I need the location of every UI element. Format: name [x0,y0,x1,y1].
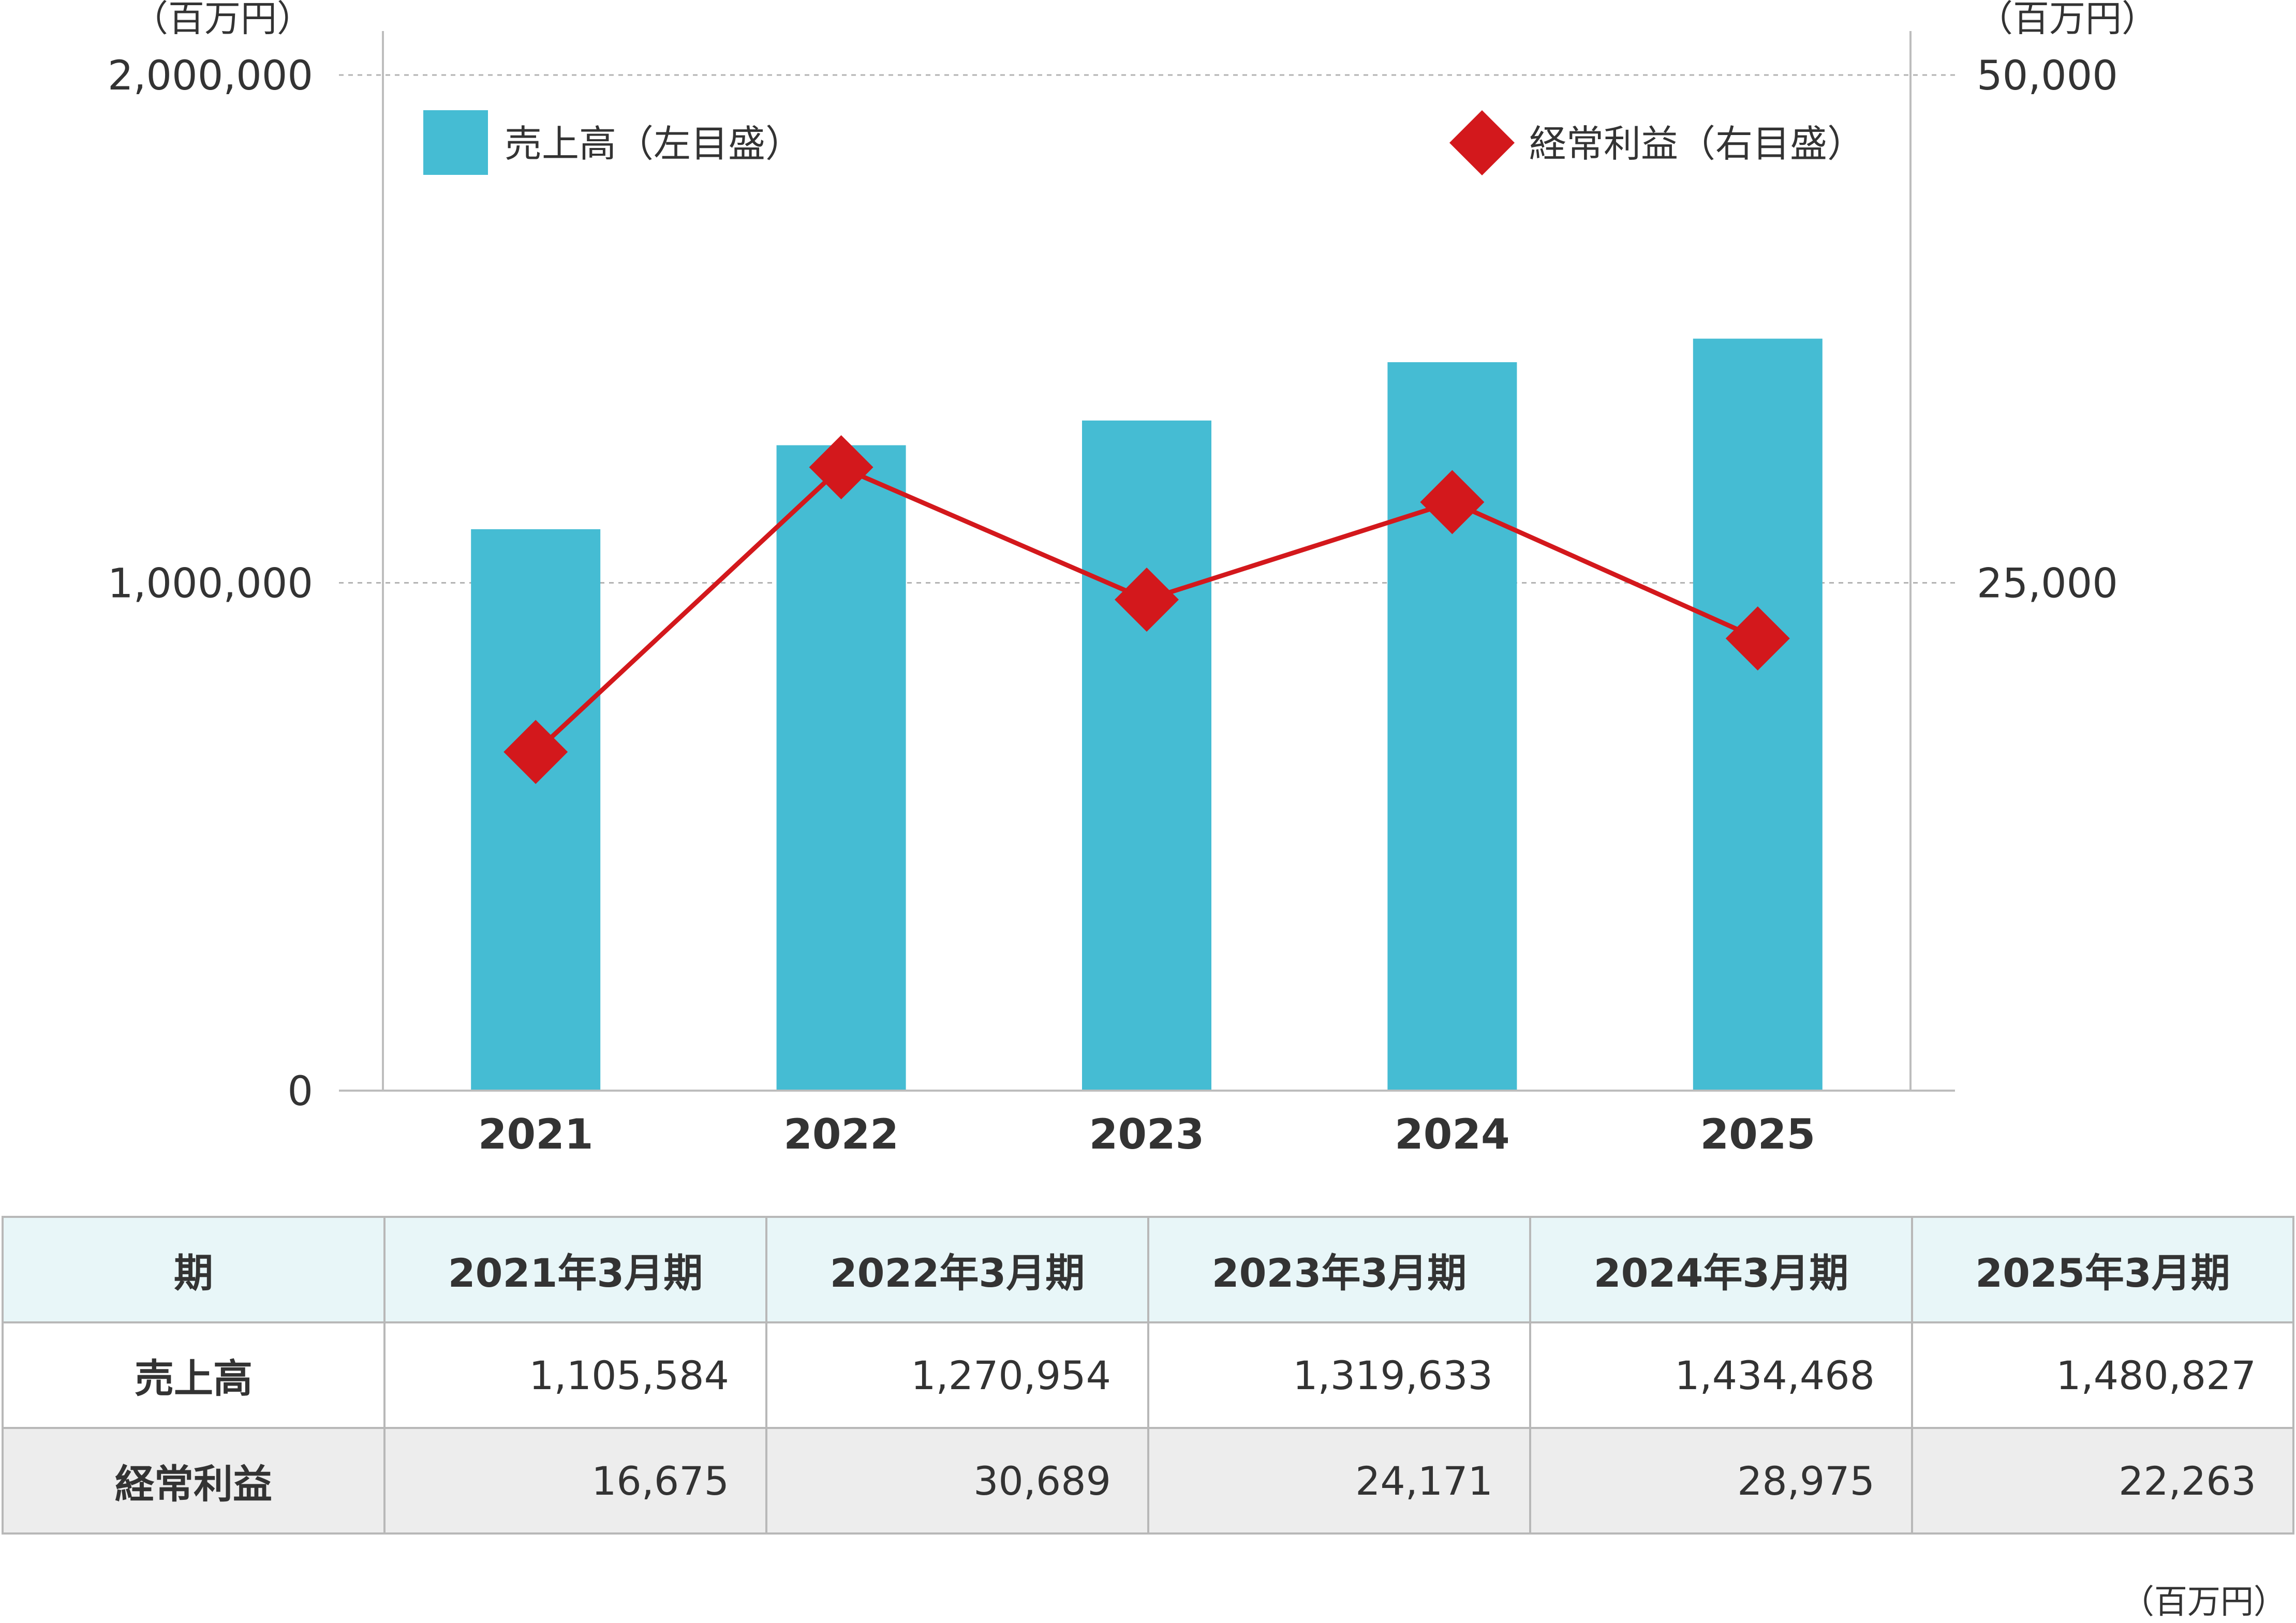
table-row-profit: 経常利益 16,675 30,689 24,171 28,975 22,263 [2,1427,2294,1535]
legend-sales: 売上高（左目盛） [423,110,803,175]
legend-profit: 経常利益（右目盛） [1449,110,1864,175]
cell-sales-2021: 1,105,584 [383,1321,767,1429]
combo-chart: 0 1,000,000 2,000,000 25,000 50,000 2021 2022 2… [108,0,2158,1158]
profit-point [1420,470,1485,534]
cell-sales-2022: 1,270,954 [765,1321,1149,1429]
x-tick-label: 2025 [1700,1110,1815,1158]
table-unit-note: （百万円） [2121,1583,2287,1621]
right-tick-label: 25,000 [1977,561,2118,607]
header-2023: 2023年3月期 [1147,1216,1531,1323]
profit-line-group [503,435,1790,784]
profit-point [503,720,568,784]
sales-bar [471,529,601,1091]
left-tick-label: 2,000,000 [108,53,313,99]
right-axis-unit: （百万円） [1977,0,2158,40]
x-tick-label: 2023 [1089,1110,1205,1158]
cell-sales-2025: 1,480,827 [1911,1321,2294,1429]
legend-profit-label: 経常利益（右目盛） [1529,122,1864,166]
header-2022: 2022年3月期 [765,1216,1149,1323]
cell-profit-2021: 16,675 [383,1427,767,1535]
cell-sales-2023: 1,319,633 [1147,1321,1531,1429]
table-row-sales: 売上高 1,105,584 1,270,954 1,319,633 1,434,… [2,1321,2294,1429]
header-2021: 2021年3月期 [383,1216,767,1323]
data-table: 期 2021年3月期 2022年3月期 2023年3月期 2024年3月期 20… [2,1216,2294,1535]
cell-profit-2022: 30,689 [765,1427,1149,1535]
table-header-row: 期 2021年3月期 2022年3月期 2023年3月期 2024年3月期 20… [2,1216,2294,1323]
x-tick-label: 2022 [783,1110,899,1158]
x-tick-label: 2024 [1395,1110,1510,1158]
profit-point [1725,606,1790,671]
legend-sales-swatch [423,110,488,175]
cell-profit-2025: 22,263 [1911,1427,2294,1535]
bars-group [471,338,1823,1091]
left-axis-unit: （百万円） [132,0,313,40]
axis-ticks: 0 1,000,000 2,000,000 25,000 50,000 2021 2022 2… [108,53,2118,1158]
row-label-sales: 売上高 [2,1321,386,1429]
cell-profit-2023: 24,171 [1147,1427,1531,1535]
profit-point [809,435,873,500]
left-tick-label: 0 [287,1068,313,1115]
right-tick-label: 50,000 [1977,53,2118,99]
header-2024: 2024年3月期 [1529,1216,1913,1323]
legend-sales-label: 売上高（左目盛） [505,122,803,166]
cell-profit-2024: 28,975 [1529,1427,1913,1535]
x-tick-label: 2021 [478,1110,594,1158]
sales-bar [776,445,906,1091]
profit-point [1115,568,1179,632]
header-2025: 2025年3月期 [1911,1216,2294,1323]
sales-bar [1693,338,1823,1091]
row-label-profit: 経常利益 [2,1427,386,1535]
legend-profit-diamond-icon [1449,110,1515,175]
cell-sales-2024: 1,434,468 [1529,1321,1913,1429]
header-period: 期 [2,1216,386,1323]
sales-bar [1082,420,1211,1091]
left-tick-label: 1,000,000 [108,561,313,607]
